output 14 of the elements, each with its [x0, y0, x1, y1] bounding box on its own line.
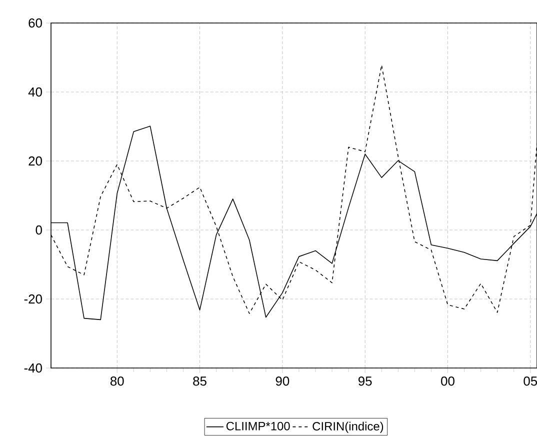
x-tick-label: 00 [441, 376, 454, 386]
y-tick-label: 60 [28, 18, 42, 28]
legend-label: CLIIMP*100 [226, 422, 290, 430]
x-tick-label: 80 [110, 376, 124, 386]
x-tick-label: 90 [276, 376, 290, 386]
x-tick-label: 05 [524, 376, 537, 386]
y-tick-label: 0 [36, 225, 42, 235]
y-tick-label: -20 [24, 294, 42, 304]
y-tick-label: -40 [24, 363, 42, 373]
legend-label: CIRIN(indice) [312, 422, 384, 433]
x-tick-label: 95 [358, 376, 372, 386]
x-tick-label: 85 [193, 376, 206, 386]
y-tick-label: 40 [28, 87, 42, 97]
y-tick-label: 20 [28, 156, 42, 166]
